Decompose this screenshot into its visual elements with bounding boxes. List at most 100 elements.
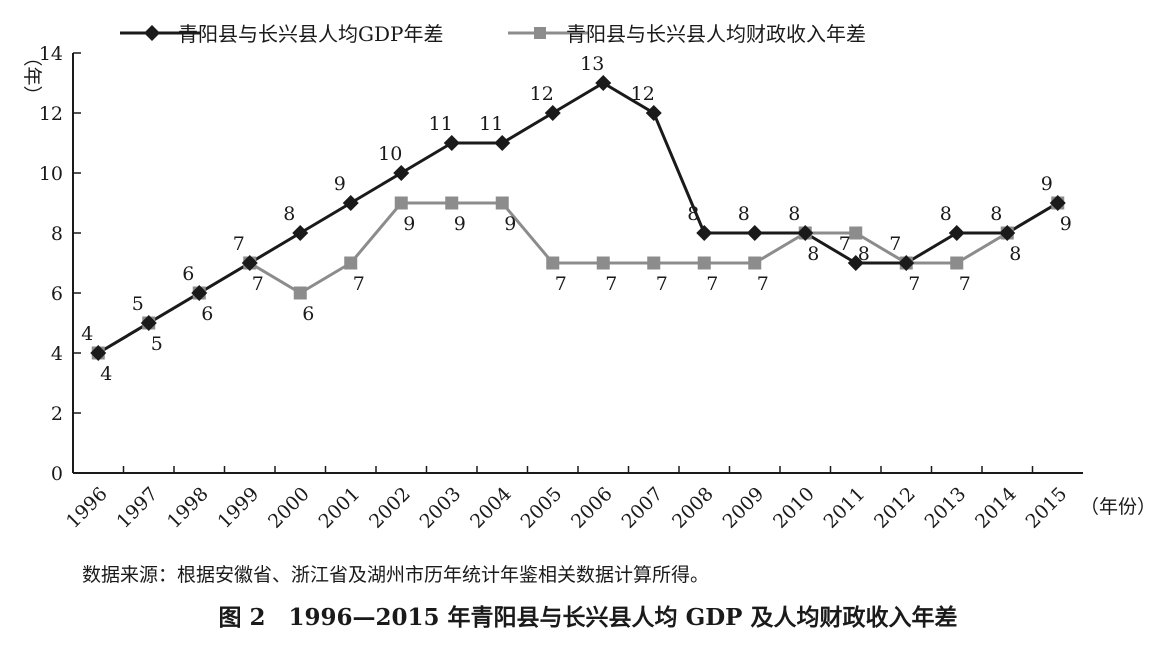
source-note: 数据来源：根据安徽省、浙江省及湖州市历年统计年鉴相关数据计算所得。 [82, 564, 710, 586]
square-marker [849, 226, 863, 240]
gdp-data-label: 9 [1041, 173, 1053, 195]
diamond-marker [999, 225, 1016, 241]
fiscal-data-label: 7 [908, 273, 920, 295]
gdp-data-label: 7 [889, 233, 901, 255]
square-marker [445, 196, 459, 210]
fiscal-data-label: 8 [1009, 243, 1021, 265]
fiscal-data-label: 9 [403, 213, 415, 235]
figure-caption: 图 2 1996—2015 年青阳县与长兴县人均 GDP 及人均财政收入年差 [218, 604, 958, 631]
x-tick-label: 2013 [921, 483, 971, 533]
x-tick-label: 2011 [820, 483, 870, 533]
diamond-marker [90, 345, 107, 361]
x-tick-label: 2003 [416, 483, 466, 533]
diamond-marker [797, 225, 814, 241]
gdp-data-label: 8 [788, 203, 800, 225]
diamond-marker [443, 135, 460, 151]
fiscal-data-label: 9 [504, 213, 516, 235]
diamond-marker [595, 75, 612, 91]
diamond-marker [847, 255, 864, 271]
x-tick-label: 1997 [113, 483, 163, 533]
gdp-data-label: 8 [940, 203, 952, 225]
fiscal-data-label: 5 [151, 333, 163, 355]
x-tick-label: 2002 [365, 483, 415, 533]
x-axis-title: （年份） [1080, 496, 1156, 518]
fiscal-data-label: 8 [858, 243, 870, 265]
diamond-marker [140, 315, 157, 331]
x-tick-label: 2005 [517, 483, 567, 533]
x-tick-label: 2010 [769, 483, 819, 533]
fiscal-data-label: 7 [656, 273, 668, 295]
series-line [97, 81, 1059, 355]
square-marker [596, 256, 610, 270]
series-markers [90, 75, 1066, 361]
diamond-marker [948, 225, 965, 241]
x-tick-label: 2012 [870, 483, 920, 533]
gdp-data-label: 7 [233, 233, 245, 255]
diamond-marker [393, 165, 410, 181]
fiscal-data-label: 7 [757, 273, 769, 295]
x-tick-label: 2014 [971, 483, 1021, 533]
legend: 青阳县与长兴县人均GDP年差 青阳县与长兴县人均财政收入年差 [120, 22, 866, 46]
fiscal-data-label: 9 [454, 213, 466, 235]
x-tick-label: 2009 [719, 483, 769, 533]
x-tick-label: 2001 [315, 483, 365, 533]
gdp-data-label: 8 [687, 203, 699, 225]
square-marker [950, 256, 964, 270]
diamond-marker [544, 105, 561, 121]
gdp-data-label: 8 [283, 203, 295, 225]
fiscal-data-label: 4 [100, 363, 112, 385]
square-marker [394, 196, 408, 210]
diamond-marker [292, 225, 309, 241]
y-tick-label: 0 [51, 463, 63, 485]
gdp-data-label: 10 [378, 143, 402, 165]
legend-label: 青阳县与长兴县人均财政收入年差 [566, 22, 866, 46]
diamond-marker [494, 135, 511, 151]
x-tick-label: 2004 [466, 483, 516, 533]
fiscal-data-label: 7 [706, 273, 718, 295]
legend-label: 青阳县与长兴县人均GDP年差 [178, 22, 443, 46]
y-tick-label: 4 [51, 343, 63, 365]
gdp-data-label: 7 [839, 233, 851, 255]
gdp-data-label: 5 [132, 293, 144, 315]
gdp-data-label: 11 [429, 113, 453, 135]
fiscal-data-label: 7 [252, 273, 264, 295]
fiscal-data-label: 7 [353, 273, 365, 295]
diamond-marker [191, 285, 208, 301]
square-marker [495, 196, 509, 210]
y-tick-label: 2 [51, 403, 63, 425]
legend-marker-diamond [144, 25, 160, 41]
diamond-marker [1049, 195, 1066, 211]
diamond-marker [342, 195, 359, 211]
gdp-data-label: 12 [530, 83, 554, 105]
diamond-marker [645, 105, 662, 121]
square-marker [748, 256, 762, 270]
x-tick-label: 1996 [62, 483, 112, 533]
square-marker [647, 256, 661, 270]
gdp-data-label: 12 [631, 83, 655, 105]
diamond-marker [898, 255, 915, 271]
gdp-data-label: 13 [580, 53, 604, 75]
fiscal-data-label: 7 [959, 273, 971, 295]
x-tick-label: 2007 [618, 483, 668, 533]
y-tick-label: 8 [51, 223, 63, 245]
gdp-data-label: 8 [738, 203, 750, 225]
fiscal-data-label: 6 [302, 303, 314, 325]
line-chart: 青阳县与长兴县人均GDP年差 青阳县与长兴县人均财政收入年差 0 2 4 6 8 10 12 1… [21, 22, 1156, 533]
square-marker [344, 256, 358, 270]
series-line [97, 201, 1059, 355]
gdp-data-label: 11 [479, 113, 503, 135]
x-tick-label: 1999 [214, 483, 264, 533]
y-tick-label: 12 [39, 103, 63, 125]
gdp-data-label: 4 [81, 323, 93, 345]
square-marker [697, 256, 711, 270]
diamond-marker [696, 225, 713, 241]
gdp-data-label: 9 [334, 173, 346, 195]
y-tick-label: 14 [39, 43, 63, 65]
y-tick-label: 10 [39, 163, 63, 185]
x-tick-label: 1998 [163, 483, 213, 533]
y-axis-title: （年） [21, 47, 43, 104]
fiscal-data-label: 9 [1060, 213, 1072, 235]
x-tick-label: 2000 [264, 483, 314, 533]
